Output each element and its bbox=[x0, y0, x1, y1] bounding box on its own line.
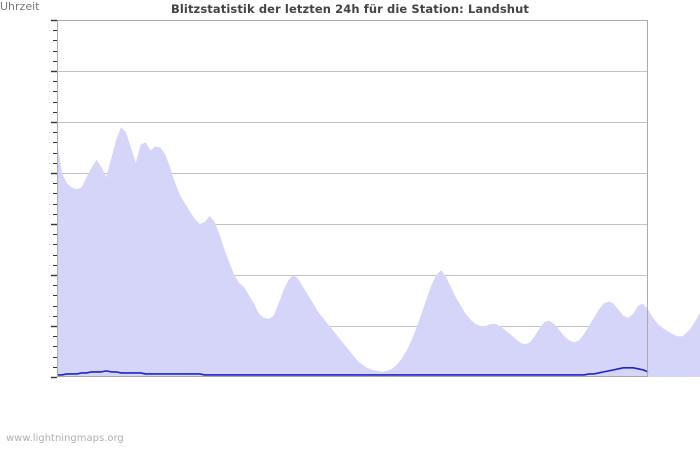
footer-attribution: www.lightningmaps.org bbox=[6, 433, 124, 444]
series-area-blitze-gesamt bbox=[57, 127, 700, 377]
plot-border bbox=[57, 20, 648, 377]
chart-title: Blitzstatistik der letzten 24h für die S… bbox=[171, 2, 529, 16]
series-line-durchschnitt-aller-stationen bbox=[57, 367, 649, 376]
x-axis-title: Uhrzeit bbox=[0, 0, 40, 13]
plot-frame bbox=[57, 20, 648, 377]
y-axis-ticks bbox=[51, 19, 57, 379]
data-series bbox=[57, 127, 700, 377]
